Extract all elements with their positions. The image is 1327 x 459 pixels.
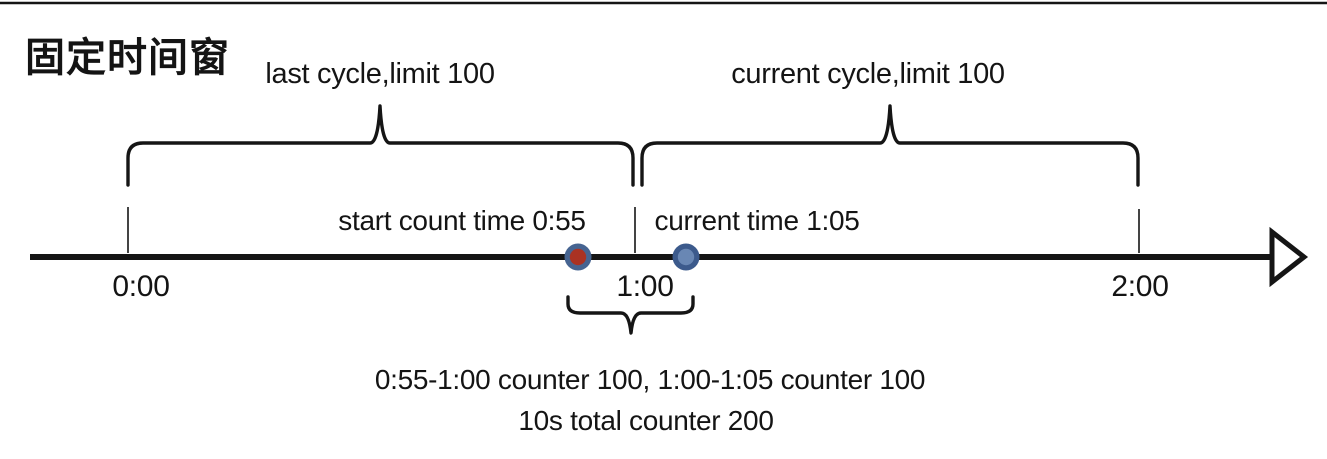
diagram-title: 固定时间窗 — [25, 36, 230, 80]
count-window-brace — [566, 295, 695, 335]
counter-summary-line2: 10s total counter 200 — [518, 405, 773, 436]
current-time-marker-dot — [677, 248, 695, 266]
start-count-label: start count time 0:55 — [338, 205, 585, 236]
timeline-arrow-icon — [1269, 226, 1309, 288]
start-count-marker — [564, 243, 592, 271]
last-cycle-label: last cycle,limit 100 — [265, 58, 494, 90]
tick-label-2-00: 2:00 — [1111, 270, 1168, 303]
current-cycle-brace — [640, 104, 1140, 187]
current-time-label: current time 1:05 — [655, 205, 860, 236]
counter-summary-line1: 0:55-1:00 counter 100, 1:00-1:05 counter… — [375, 364, 925, 395]
start-count-marker-dot — [569, 248, 587, 266]
last-cycle-brace — [126, 104, 635, 187]
current-time-marker — [672, 243, 700, 271]
current-cycle-label: current cycle,limit 100 — [731, 58, 1005, 90]
tick-label-1-00: 1:00 — [616, 270, 673, 303]
tick-label-0-00: 0:00 — [112, 270, 169, 303]
